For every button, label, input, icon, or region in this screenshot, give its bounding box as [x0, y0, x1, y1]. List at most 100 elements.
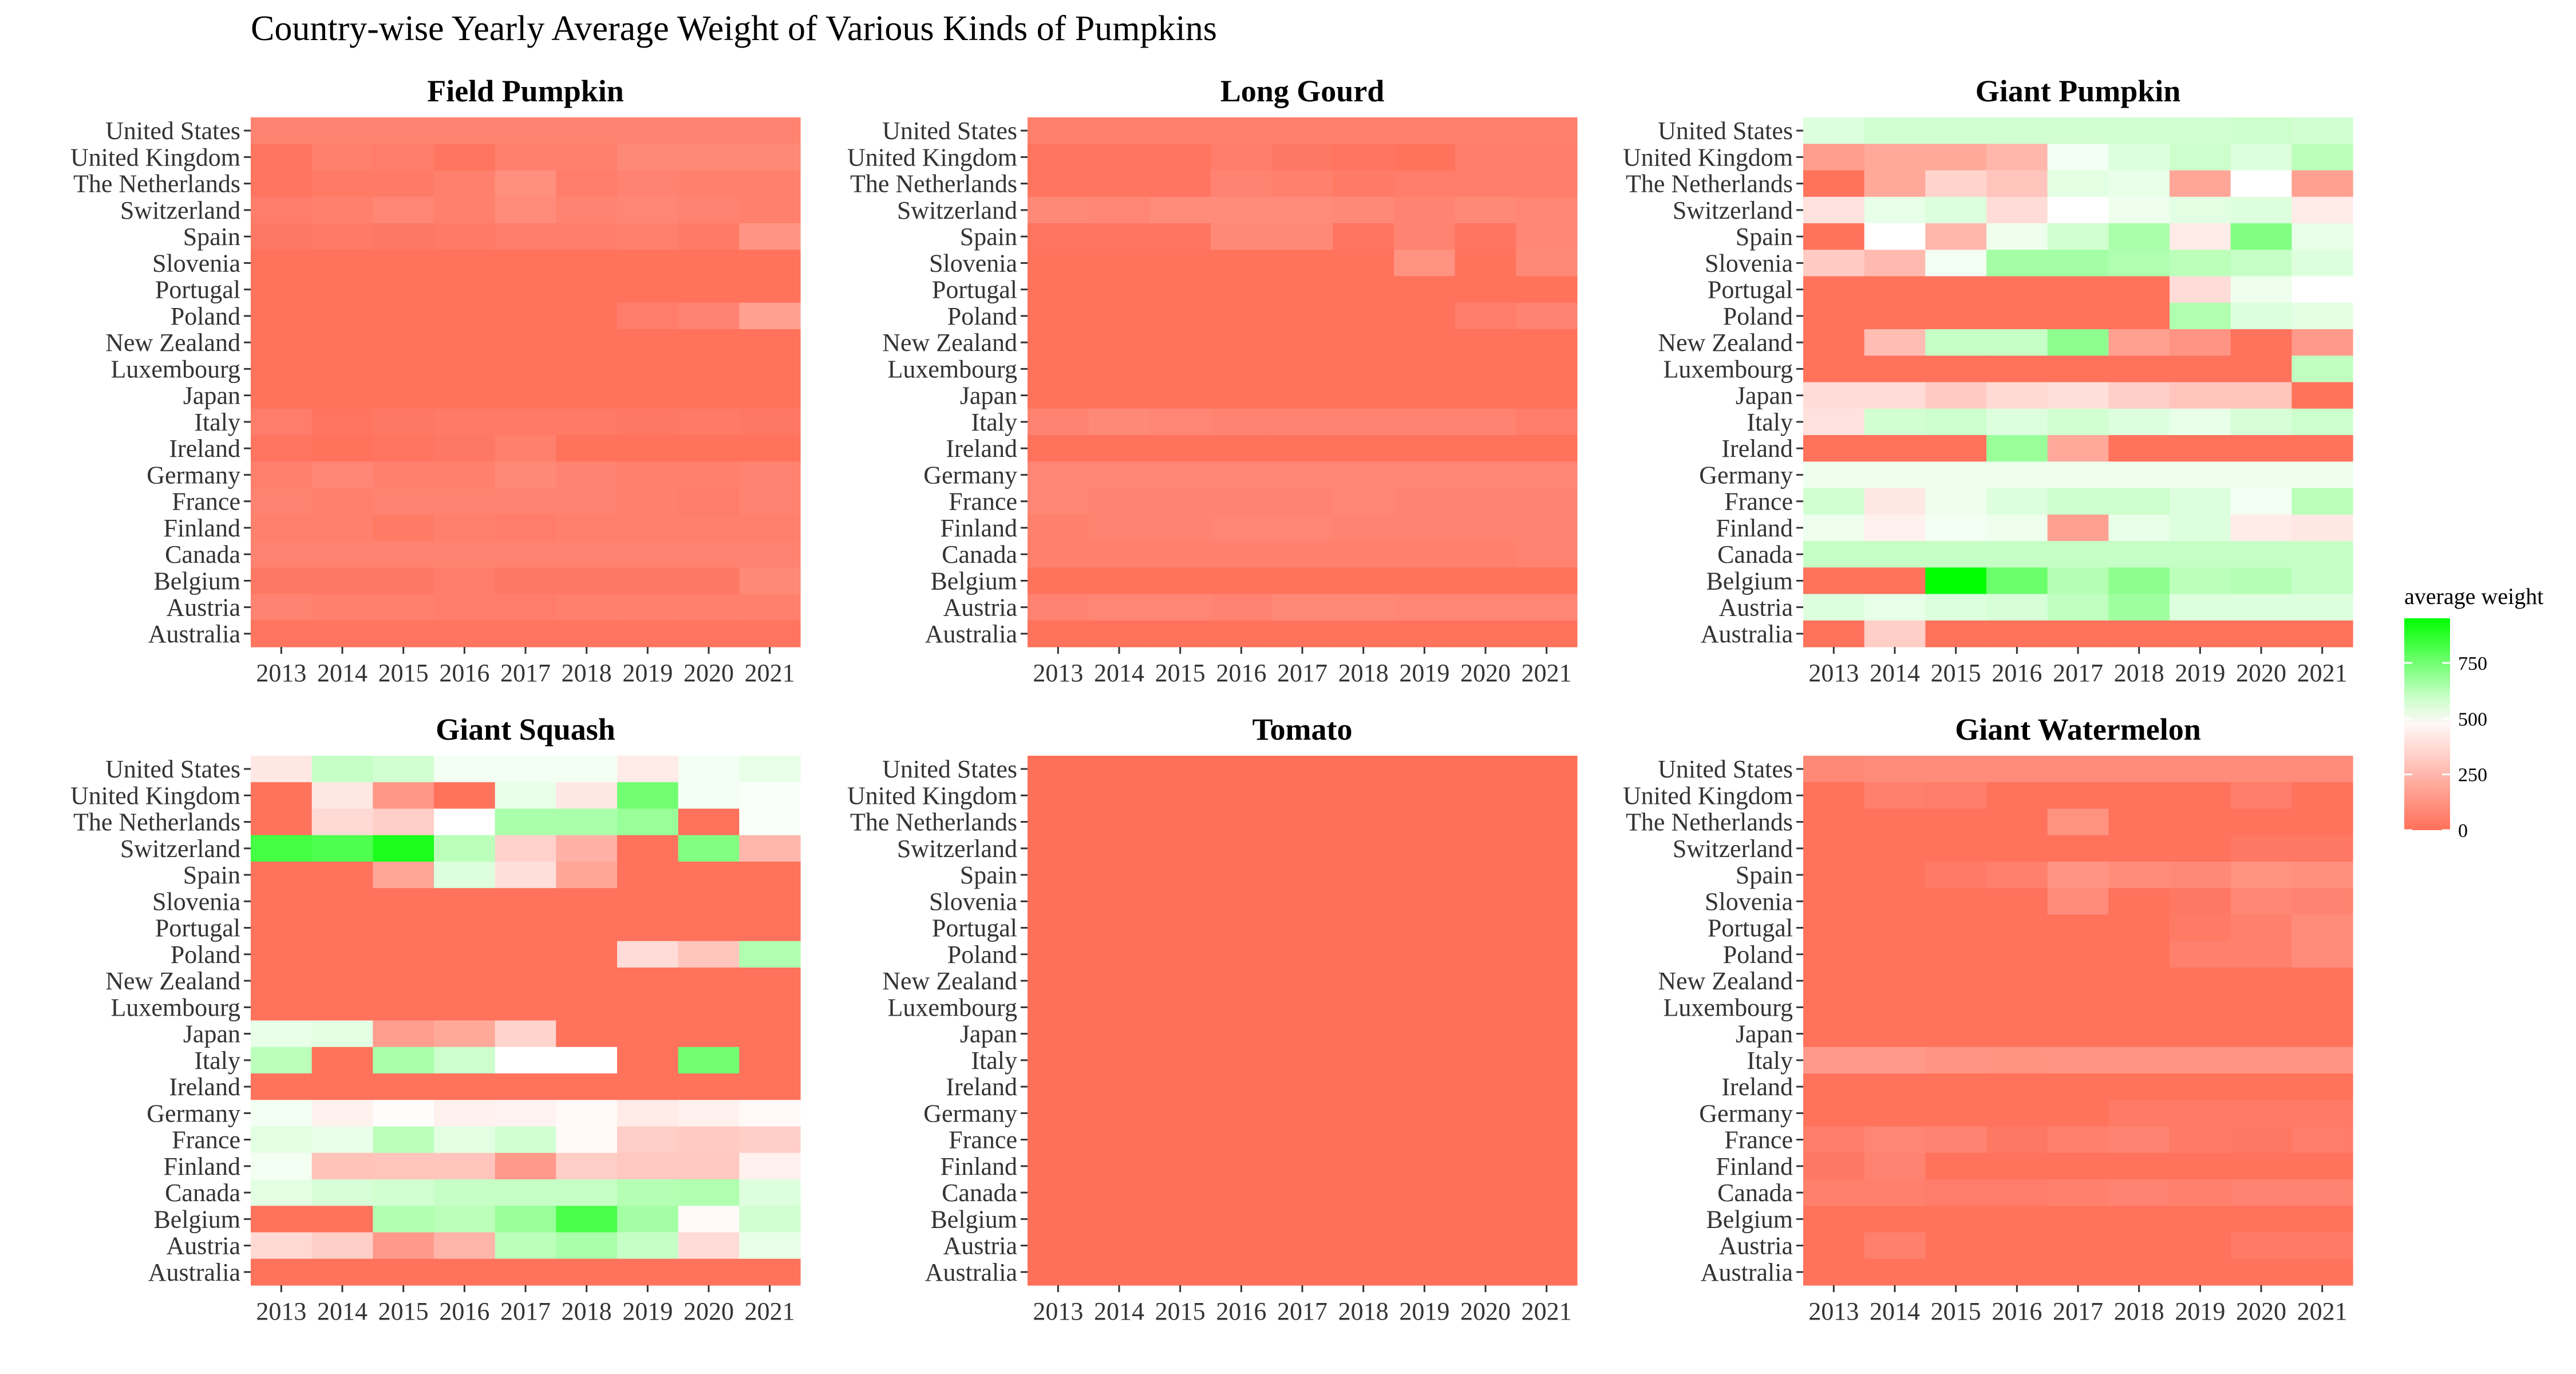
- heatmap-cell: [434, 170, 496, 198]
- heatmap-cell: [1803, 329, 1865, 356]
- heatmap-cell: [556, 302, 618, 330]
- heatmap-cell: [1211, 941, 1273, 968]
- legend-title: average weight: [2404, 583, 2543, 609]
- heatmap-cell: [1455, 117, 1516, 144]
- heatmap-cell: [1925, 461, 1987, 489]
- heatmap-cell: [1333, 276, 1394, 303]
- heatmap-cell: [1864, 435, 1926, 462]
- heatmap-cell: [556, 620, 618, 647]
- heatmap-cell: [495, 808, 556, 836]
- heatmap-cell: [617, 1073, 679, 1100]
- heatmap-cell: [1271, 170, 1333, 198]
- heatmap-cell: [1211, 144, 1273, 171]
- heatmap-cell: [1516, 329, 1578, 356]
- heatmap-cell: [1986, 408, 2048, 436]
- heatmap-cell: [1925, 994, 1987, 1021]
- heatmap-cell: [617, 117, 679, 144]
- heatmap-cell: [1986, 1179, 2048, 1206]
- heatmap-cell: [2047, 302, 2109, 330]
- heatmap-cell: [739, 620, 801, 647]
- heatmap-cell: [556, 994, 618, 1021]
- heatmap-cell: [1986, 223, 2048, 250]
- heatmap-cell: [495, 461, 556, 489]
- heatmap-cell: [1516, 808, 1578, 836]
- y-tick-label: Australia: [148, 620, 240, 648]
- heatmap-cell: [1028, 1126, 1089, 1154]
- heatmap-cell: [1986, 888, 2048, 915]
- heatmap-cell: [556, 356, 618, 383]
- heatmap-cell: [2047, 461, 2109, 489]
- heatmap-cell: [1211, 567, 1273, 595]
- heatmap-cell: [495, 914, 556, 942]
- heatmap-cell: [311, 117, 373, 144]
- heatmap-cell: [434, 888, 496, 915]
- heatmap-cell: [1455, 356, 1516, 383]
- heatmap-cell: [556, 170, 618, 198]
- heatmap-cell: [1455, 435, 1516, 462]
- heatmap-cell: [2230, 1179, 2292, 1206]
- heatmap-cell: [2230, 620, 2292, 647]
- heatmap-cell: [1803, 1232, 1865, 1260]
- heatmap-cell: [1394, 1126, 1456, 1154]
- heatmap-cell: [2291, 941, 2353, 968]
- heatmap-cell: [1864, 808, 1926, 836]
- heatmap-cell: [556, 1152, 618, 1180]
- heatmap-cell: [1803, 620, 1865, 647]
- heatmap-cell: [1864, 1126, 1926, 1154]
- heatmap-cell: [251, 914, 313, 942]
- heatmap-cell: [739, 782, 801, 810]
- heatmap-cell: [1088, 356, 1150, 383]
- heatmap-cell: [1149, 835, 1211, 862]
- heatmap-cell: [1271, 620, 1333, 647]
- heatmap-cell: [1516, 170, 1578, 198]
- heatmap-cell: [2170, 144, 2231, 171]
- heatmap-cell: [1925, 488, 1987, 515]
- heatmap-cell: [1455, 994, 1516, 1021]
- heatmap-cell: [1925, 968, 1987, 994]
- heatmap-cell: [495, 329, 556, 356]
- heatmap-cell: [1864, 514, 1926, 542]
- x-tick-label: 2016: [1216, 1297, 1266, 1325]
- heatmap-cell: [495, 541, 556, 568]
- heatmap-cell: [495, 1126, 556, 1154]
- heatmap-cell: [2047, 1073, 2109, 1100]
- heatmap-cell: [311, 488, 373, 515]
- heatmap-cell: [1986, 329, 2048, 356]
- heatmap-cell: [678, 223, 740, 250]
- heatmap-cell: [2170, 1126, 2231, 1154]
- y-tick-label: Spain: [960, 861, 1017, 889]
- heatmap-cell: [617, 196, 679, 224]
- heatmap-cell: [311, 382, 373, 409]
- y-tick-label: The Netherlands: [73, 170, 240, 198]
- heatmap-cell: [2170, 968, 2231, 994]
- heatmap-cell: [1271, 756, 1333, 783]
- heatmap-cell: [1271, 968, 1333, 994]
- heatmap-cell: [434, 968, 496, 994]
- x-tick-label: 2019: [1399, 659, 1449, 687]
- heatmap-cell: [1455, 1100, 1516, 1127]
- heatmap-cell: [1028, 117, 1089, 144]
- heatmap-cell: [1028, 1152, 1089, 1180]
- y-tick-label: Slovenia: [152, 887, 240, 915]
- heatmap-cell: [1149, 1152, 1211, 1180]
- heatmap-cell: [556, 196, 618, 224]
- heatmap-cell: [2108, 1020, 2170, 1048]
- heatmap-cell: [1864, 223, 1926, 250]
- heatmap-cell: [2047, 914, 2109, 942]
- heatmap-cell: [1028, 567, 1089, 595]
- heatmap-cell: [1803, 250, 1865, 277]
- heatmap-cell: [1925, 514, 1987, 542]
- heatmap-cell: [739, 914, 801, 942]
- heatmap-cell: [1803, 1073, 1865, 1100]
- y-tick-label: Belgium: [153, 567, 240, 595]
- heatmap-cell: [2291, 488, 2353, 515]
- heatmap-cell: [1986, 756, 2048, 783]
- heatmap-cell: [373, 144, 434, 171]
- heatmap-cell: [2047, 382, 2109, 409]
- heatmap-cell: [2108, 170, 2170, 198]
- heatmap-cell: [2108, 620, 2170, 647]
- heatmap-cell: [1986, 862, 2048, 889]
- y-tick-label: Italy: [1747, 408, 1793, 436]
- heatmap-cell: [373, 302, 434, 330]
- heatmap-cell: [373, 276, 434, 303]
